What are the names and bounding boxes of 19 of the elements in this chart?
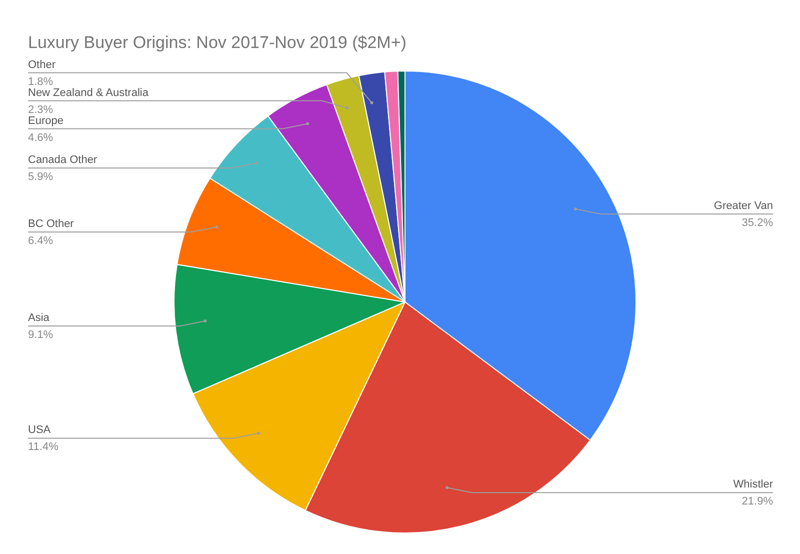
data-label: 6.4% [28, 235, 54, 248]
chart-title: Luxury Buyer Origins: Nov 2017-Nov 2019 ($2M+) [28, 33, 406, 53]
data-label: 35.2% [742, 216, 774, 229]
data-label: 9.1% [28, 328, 54, 341]
slice-label: USA [28, 424, 52, 436]
data-label: 21.9% [742, 496, 774, 508]
data-label: 11.4% [28, 441, 59, 454]
slice-label: Canada Other [28, 154, 98, 166]
data-label: 1.8% [28, 76, 54, 88]
data-label: 5.9% [28, 171, 54, 184]
slice-label: Greater Van [714, 200, 773, 212]
slice-label: BC Other [28, 218, 74, 230]
slice-label: Asia [28, 312, 50, 324]
slice-label: New Zealand & Australia [28, 86, 150, 99]
slice-label: Whistler [733, 478, 774, 491]
slice-label: Europe [28, 114, 64, 127]
data-label: 4.6% [28, 132, 54, 144]
slice-label: Other [28, 58, 56, 71]
data-label: 2.3% [28, 104, 54, 116]
